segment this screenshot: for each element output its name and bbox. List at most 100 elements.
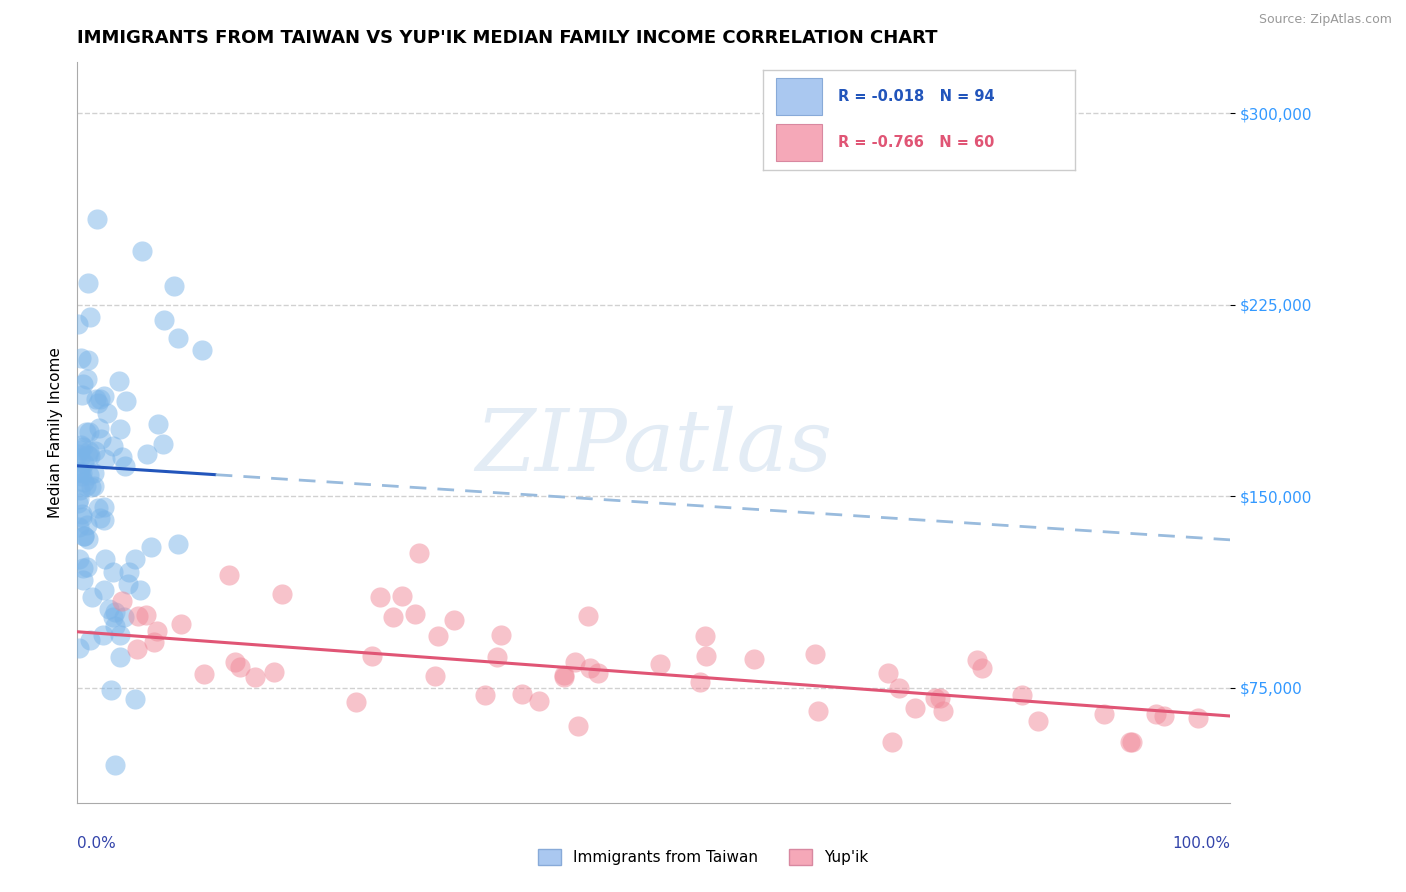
Point [80,590,103,604]
Point [76,559,98,574]
Point [107,374,129,388]
Point [169,617,191,632]
Point [70,388,93,402]
Point [93,582,115,597]
Point [876,666,898,681]
Point [87,421,110,435]
Point [1153,709,1175,723]
Point [408,546,430,560]
Point [72,561,94,575]
Point [67,520,90,534]
Point [72,440,94,454]
Point [361,649,384,664]
Point [127,641,149,656]
Point [86,212,108,227]
Point [124,551,146,566]
Point [94,451,117,466]
Point [579,661,602,675]
Point [93,500,115,515]
Point [928,691,950,706]
Point [904,700,927,714]
Point [69,483,91,497]
Point [139,541,162,555]
Point [1026,714,1049,729]
Point [70,438,93,452]
Point [193,667,215,681]
Point [167,331,190,345]
Point [103,566,125,580]
Point [146,624,169,638]
Point [970,661,993,675]
Point [84,392,107,406]
Point [67,496,90,510]
Point [93,552,115,566]
Text: 0.0%: 0.0% [77,836,117,851]
Point [553,668,575,682]
Point [887,681,910,695]
Point [101,439,124,453]
Point [112,610,135,624]
Point [689,675,711,690]
Point [111,594,134,608]
Point [527,694,550,708]
Point [218,568,240,582]
Point [76,448,98,462]
Point [564,655,586,669]
Point [67,551,90,566]
Point [70,508,93,522]
Point [129,583,152,598]
Point [382,610,405,624]
Point [73,475,96,489]
Point [404,607,426,621]
Point [966,653,988,667]
Point [135,447,157,461]
Point [67,492,90,507]
Point [72,573,94,587]
Point [67,317,90,331]
Point [87,501,110,516]
Point [114,459,136,474]
Point [104,619,127,633]
Point [79,632,101,647]
Point [96,406,118,420]
Point [426,629,449,643]
Point [90,432,112,446]
Point [77,425,100,439]
Point [586,666,609,681]
Point [93,513,115,527]
Point [91,628,114,642]
Point [83,479,105,493]
Point [70,351,93,365]
Point [693,629,716,643]
Point [553,670,575,684]
Point [104,605,127,619]
Point [79,449,101,463]
Text: ZIPatlas: ZIPatlas [475,406,832,489]
Point [77,353,100,368]
Point [75,479,97,493]
Legend: Immigrants from Taiwan, Yup'ik: Immigrants from Taiwan, Yup'ik [531,843,875,871]
Point [648,657,671,671]
Point [567,719,589,733]
Point [167,537,190,551]
Point [163,279,186,293]
Point [370,590,392,604]
Point [67,447,90,461]
Point [142,635,165,649]
Point [1121,734,1143,748]
Point [118,565,141,579]
Point [111,450,134,464]
Point [87,395,110,409]
Point [135,608,157,623]
Point [73,456,96,470]
Point [124,691,146,706]
Point [742,652,765,666]
Point [97,602,120,616]
Point [152,437,174,451]
Point [489,628,512,642]
Point [110,628,132,642]
Point [1144,706,1167,721]
Point [127,609,149,624]
Point [115,394,138,409]
Point [108,422,131,436]
